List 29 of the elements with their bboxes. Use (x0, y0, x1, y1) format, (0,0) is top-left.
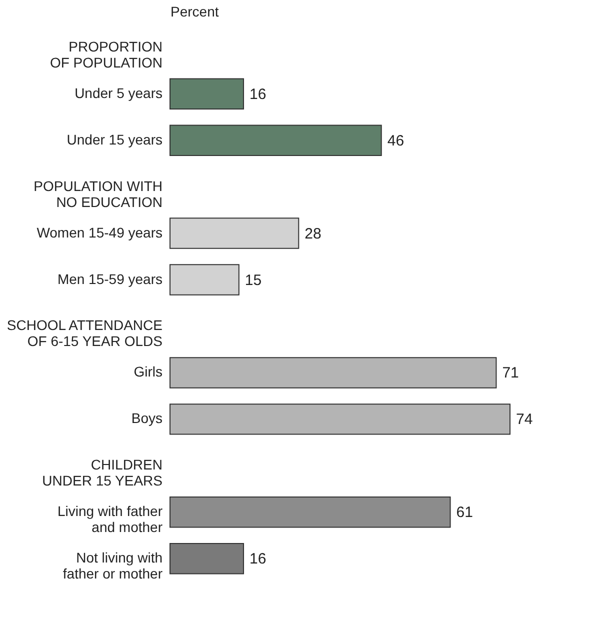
bar (170, 496, 451, 528)
data-label: 15 (244, 272, 262, 289)
y-tick-label: POPULATION WITH NO EDUCATION (34, 178, 162, 210)
y-tick-label: Living with father and mother (57, 503, 163, 536)
data-label: 16 (250, 550, 266, 568)
y-tick-label: CHILDREN UNDER 15 YEARS (42, 456, 162, 489)
bar (170, 124, 382, 156)
x-axis-title: Percent (170, 4, 219, 20)
y-tick-label: Boys (131, 410, 162, 426)
bar (170, 404, 510, 435)
data-label: 61 (456, 504, 473, 522)
bar (170, 357, 497, 388)
bar (170, 543, 244, 574)
y-tick-label: Men 15-59 years (57, 270, 162, 287)
bar (170, 218, 300, 249)
data-label: 71 (502, 364, 519, 382)
y-tick-label: Under 15 years (66, 131, 162, 148)
y-tick-label: SCHOOL ATTENDANCE OF 6-15 YEAR OLDS (6, 317, 162, 350)
data-label: 16 (250, 86, 266, 103)
y-tick-label: PROPORTION OF POPULATION (50, 38, 162, 70)
data-label: 74 (516, 411, 533, 428)
data-label: 28 (304, 225, 322, 242)
y-tick-label: Not living with father or mother (62, 550, 163, 582)
y-tick-label: Women 15-49 years (36, 224, 162, 240)
y-tick-label: Girls (134, 364, 162, 380)
data-label: 46 (387, 132, 404, 150)
bar (170, 78, 244, 110)
y-tick-label: Under 5 years (74, 84, 162, 101)
bar (170, 264, 240, 296)
